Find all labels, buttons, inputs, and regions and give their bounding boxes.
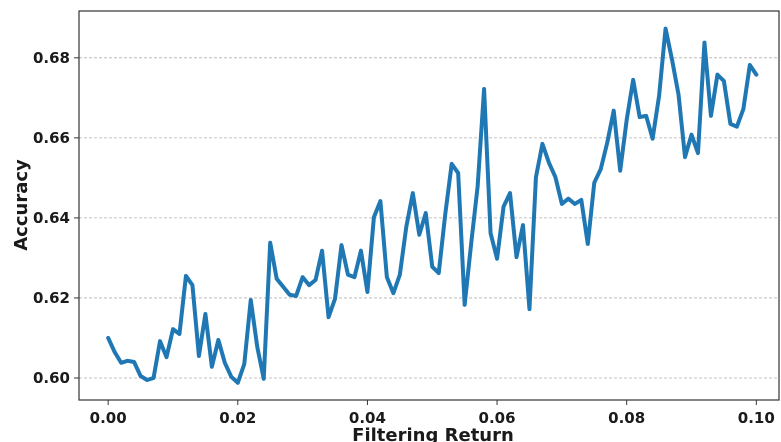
x-axis-title: Filtering Return (352, 425, 514, 442)
x-tick-label: 0.10 (738, 409, 775, 427)
x-tick-label: 0.04 (349, 409, 386, 427)
x-tick-label: 0.00 (90, 409, 127, 427)
x-tick-label: 0.02 (219, 409, 256, 427)
x-tick-label: 0.08 (608, 409, 645, 427)
x-tick-label: 0.06 (479, 409, 516, 427)
y-axis-ticks: 0.60 0.62 0.64 0.66 0.68 (33, 49, 79, 387)
y-tick-label: 0.64 (33, 209, 70, 227)
y-tick-label: 0.62 (33, 289, 70, 307)
y-axis-title: Accuracy (11, 159, 32, 251)
grid-lines (79, 57, 779, 379)
plot-frame (78, 10, 780, 401)
y-tick-label: 0.66 (33, 129, 70, 147)
y-tick-label: 0.68 (33, 49, 70, 67)
x-axis-ticks: 0.00 0.02 0.04 0.06 0.08 0.10 (90, 400, 775, 427)
accuracy-line (106, 26, 759, 385)
y-tick-label: 0.60 (33, 369, 70, 387)
